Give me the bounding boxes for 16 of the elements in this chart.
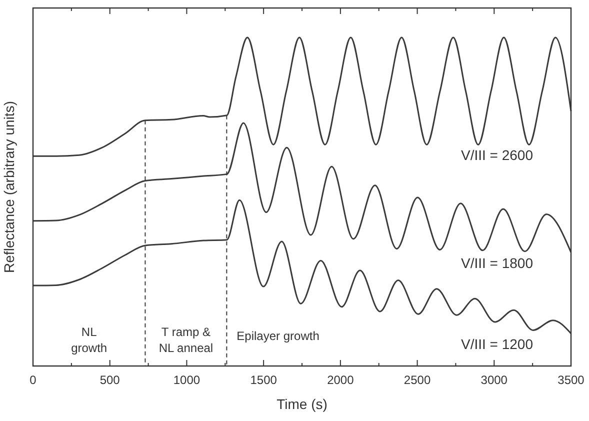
series-label: V/III = 1200 — [461, 336, 534, 352]
x-tick-label: 3500 — [558, 373, 585, 387]
x-axis-title: Time (s) — [276, 396, 328, 412]
y-axis-title: Reflectance (arbitrary units) — [1, 101, 17, 273]
x-tick-label: 0 — [30, 373, 37, 387]
x-tick-label: 500 — [100, 373, 120, 387]
series-label: V/III = 1800 — [461, 254, 534, 271]
x-tick-label: 3000 — [480, 373, 508, 387]
annotation: Epilayer growth — [236, 329, 320, 343]
series-label: V/III = 2600 — [461, 147, 534, 164]
x-tick-label: 2000 — [327, 373, 354, 387]
x-tick-label: 1000 — [173, 373, 200, 387]
x-tick-label: 2500 — [404, 373, 431, 387]
x-tick-label: 1500 — [250, 373, 278, 387]
annotation: T ramp & NL anneal — [158, 325, 214, 355]
annotation: NL growth — [71, 325, 108, 355]
